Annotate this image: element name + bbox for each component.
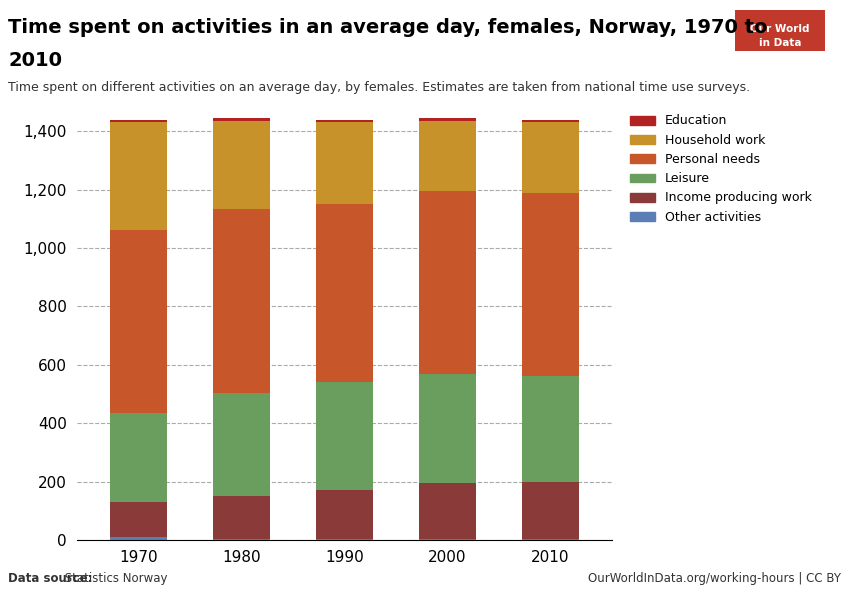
Bar — [213, 121, 269, 209]
Text: Time spent on activities in an average day, females, Norway, 1970 to: Time spent on activities in an average d… — [8, 18, 768, 37]
Bar — [110, 413, 167, 502]
Bar — [316, 119, 372, 122]
Bar — [110, 537, 167, 540]
Text: Our World: Our World — [750, 23, 809, 34]
Bar — [419, 121, 475, 191]
Bar — [522, 122, 579, 193]
Bar — [213, 118, 269, 121]
Bar — [213, 539, 269, 540]
Text: Time spent on different activities on an average day, by females. Estimates are : Time spent on different activities on an… — [8, 81, 751, 94]
Bar — [213, 392, 269, 496]
Bar — [110, 230, 167, 413]
Bar — [110, 122, 167, 230]
Legend: Education, Household work, Personal needs, Leisure, Income producing work, Other: Education, Household work, Personal need… — [624, 108, 818, 230]
Bar — [213, 496, 269, 539]
Bar — [522, 482, 579, 539]
Bar — [419, 191, 475, 374]
Bar — [316, 122, 372, 204]
Bar — [419, 374, 475, 483]
Bar — [522, 119, 579, 122]
Bar — [316, 382, 372, 490]
Text: Statistics Norway: Statistics Norway — [61, 572, 167, 585]
Bar — [213, 209, 269, 392]
Bar — [316, 204, 372, 382]
Bar — [316, 539, 372, 540]
Bar — [419, 539, 475, 540]
Bar — [522, 376, 579, 482]
Bar — [522, 193, 579, 376]
Bar — [110, 119, 167, 122]
Text: 2010: 2010 — [8, 51, 63, 70]
Bar — [522, 539, 579, 540]
Bar — [110, 502, 167, 537]
Bar — [419, 118, 475, 121]
Text: in Data: in Data — [758, 38, 801, 48]
Bar — [419, 483, 475, 539]
Bar — [316, 490, 372, 539]
Text: Data source:: Data source: — [8, 572, 93, 585]
Text: OurWorldInData.org/working-hours | CC BY: OurWorldInData.org/working-hours | CC BY — [588, 572, 842, 585]
